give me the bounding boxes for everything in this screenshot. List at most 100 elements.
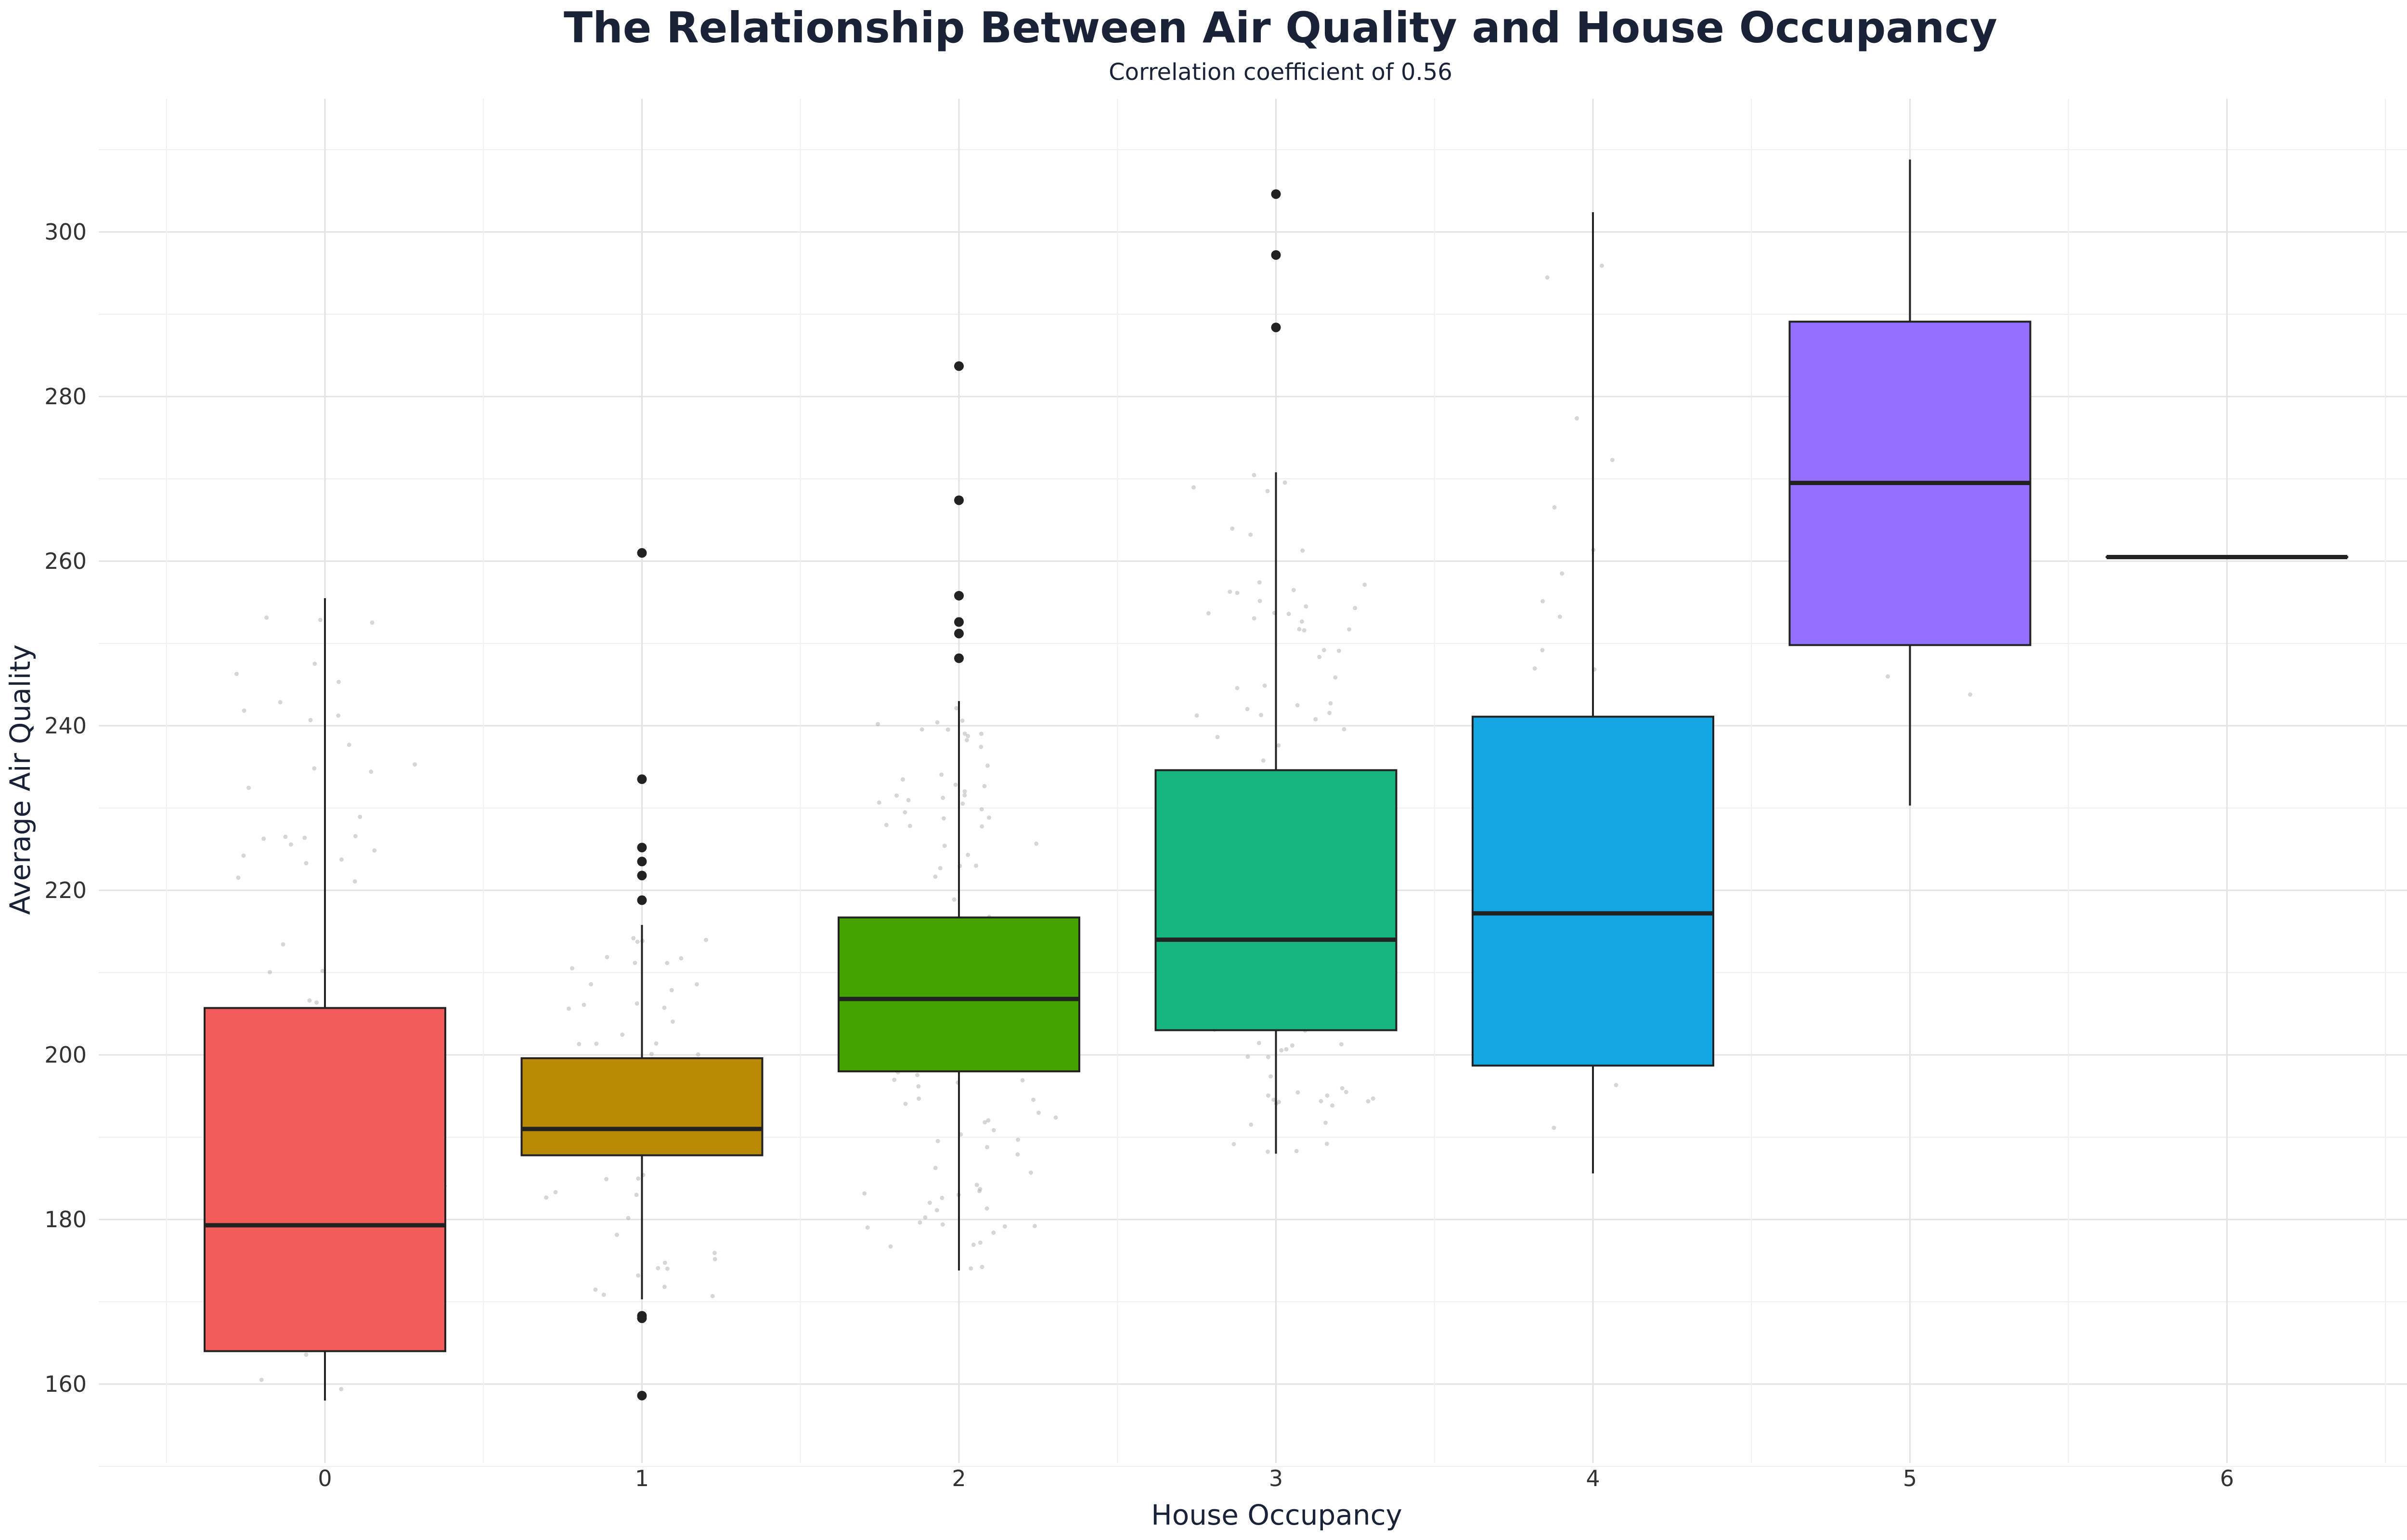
jitter-point: [980, 1265, 984, 1270]
jitter-point: [308, 718, 313, 722]
jitter-point: [940, 1222, 945, 1227]
jitter-point: [1552, 1126, 1556, 1130]
jitter-point: [983, 1120, 987, 1125]
jitter-point: [283, 834, 288, 839]
outlier-point: [954, 590, 964, 601]
y-tick-label: 180: [44, 1206, 87, 1232]
jitter-point: [1575, 416, 1579, 421]
jitter-point: [631, 936, 636, 940]
jitter-point: [960, 719, 965, 723]
jitter-point: [1215, 735, 1220, 740]
jitter-point: [1282, 480, 1287, 485]
jitter-point: [979, 732, 984, 736]
jitter-point: [960, 801, 965, 806]
jitter-point: [662, 1260, 667, 1265]
jitter-point: [236, 875, 241, 880]
jitter-point: [679, 956, 684, 961]
jitter-point: [974, 863, 979, 868]
jitter-point: [991, 1128, 996, 1132]
jitter-point: [347, 743, 351, 747]
x-tick-label: 0: [318, 1465, 332, 1491]
y-axis-label: Average Air Quality: [4, 644, 37, 915]
jitter-point: [1020, 1078, 1025, 1083]
jitter-point: [302, 835, 307, 840]
outlier-point: [954, 629, 964, 639]
jitter-point: [953, 783, 958, 787]
jitter-point: [1600, 263, 1605, 268]
x-tick-label: 5: [1903, 1465, 1917, 1491]
x-tick-label: 2: [952, 1465, 966, 1491]
jitter-point: [916, 1084, 921, 1089]
jitter-point: [978, 1240, 983, 1245]
jitter-point: [985, 763, 990, 768]
jitter-point: [312, 766, 317, 771]
jitter-point: [941, 796, 945, 800]
jitter-point: [1540, 648, 1545, 653]
jitter-point: [1321, 648, 1326, 653]
jitter-point: [903, 810, 907, 815]
jitter-point: [307, 998, 312, 1003]
jitter-point: [242, 708, 246, 713]
jitter-point: [1032, 1224, 1037, 1229]
jitter-point: [1560, 571, 1565, 576]
jitter-point: [900, 777, 905, 782]
jitter-point: [710, 1294, 715, 1298]
jitter-point: [1319, 1099, 1323, 1104]
outlier-point: [954, 653, 964, 663]
y-tick-label: 240: [44, 713, 87, 739]
jitter-point: [662, 1005, 667, 1010]
jitter-point: [1257, 580, 1262, 585]
jitter-point: [1295, 703, 1300, 708]
jitter-point: [1339, 1042, 1344, 1047]
jitter-point: [1885, 674, 1890, 679]
outlier-point: [637, 857, 647, 867]
jitter-point: [601, 1292, 606, 1297]
jitter-point: [635, 939, 640, 944]
jitter-point: [876, 722, 880, 727]
jitter-point: [1333, 675, 1338, 680]
jitter-point: [669, 988, 674, 992]
jitter-point: [862, 1191, 867, 1196]
jitter-point: [304, 1352, 309, 1357]
jitter-point: [1015, 1152, 1020, 1157]
y-tick-label: 200: [44, 1042, 87, 1068]
jitter-point: [907, 823, 912, 828]
jitter-point: [1557, 615, 1562, 619]
jitter-point: [1266, 1054, 1270, 1059]
jitter-point: [1206, 611, 1211, 616]
jitter-point: [636, 1273, 641, 1278]
jitter-point: [1324, 1142, 1329, 1146]
jitter-point: [964, 738, 969, 743]
jitter-point: [940, 1195, 945, 1200]
jitter-point: [620, 1032, 625, 1037]
jitter-point: [318, 617, 323, 622]
jitter-point: [636, 1176, 641, 1181]
jitter-point: [1290, 1043, 1294, 1048]
box-2: [838, 916, 1080, 1073]
jitter-point: [634, 1193, 639, 1197]
x-tick-label: 1: [635, 1465, 649, 1491]
outlier-point: [637, 895, 647, 905]
jitter-point: [1262, 683, 1267, 688]
jitter-point: [892, 1078, 897, 1082]
jitter-point: [1366, 1099, 1371, 1104]
box-0: [204, 1007, 446, 1352]
jitter-point: [339, 857, 344, 862]
jitter-point: [1266, 1149, 1270, 1154]
chart-subtitle: Correlation coefficient of 0.56: [1109, 59, 1452, 86]
jitter-point: [634, 1001, 639, 1006]
jitter-point: [370, 620, 375, 625]
jitter-point: [1265, 488, 1270, 493]
jitter-point: [1053, 1115, 1058, 1120]
jitter-point: [665, 961, 670, 965]
jitter-point: [935, 1139, 940, 1143]
jitter-point: [1266, 1093, 1270, 1098]
jitter-point: [865, 1225, 870, 1230]
box-3: [1154, 769, 1398, 1031]
jitter-point: [1344, 1090, 1348, 1094]
jitter-point: [712, 1250, 717, 1255]
jitter-point: [941, 816, 946, 821]
jitter-point: [894, 793, 899, 798]
jitter-point: [1036, 1110, 1041, 1115]
y-tick-label: 260: [44, 548, 87, 574]
